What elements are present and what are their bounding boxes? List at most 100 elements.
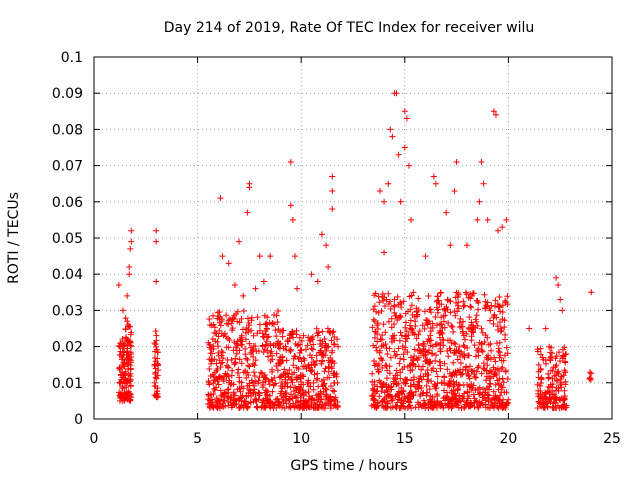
data-point <box>433 352 440 359</box>
data-point <box>397 314 404 321</box>
data-point <box>127 331 134 338</box>
data-point <box>455 299 462 306</box>
data-point <box>452 340 459 347</box>
data-point <box>434 293 441 300</box>
data-point <box>244 356 251 363</box>
data-point <box>377 355 384 362</box>
data-point <box>264 347 271 354</box>
data-point <box>229 367 236 374</box>
data-point <box>237 388 244 395</box>
data-point <box>388 315 395 322</box>
data-point <box>549 375 556 382</box>
data-point <box>473 374 480 381</box>
data-point <box>288 376 295 382</box>
data-point <box>460 298 467 305</box>
data-point <box>311 371 318 378</box>
data-point <box>465 294 472 301</box>
data-point <box>555 387 562 394</box>
data-point <box>462 336 469 343</box>
data-point <box>472 353 479 360</box>
data-point <box>447 309 454 316</box>
data-point <box>403 328 410 335</box>
data-point <box>246 322 253 329</box>
data-point <box>444 382 451 389</box>
data-point <box>245 400 252 407</box>
y-tick-label: 0.02 <box>52 340 83 356</box>
data-point <box>217 322 224 329</box>
data-point <box>247 387 254 394</box>
data-point <box>227 381 234 388</box>
data-point <box>534 405 541 412</box>
data-point <box>291 253 298 260</box>
data-point <box>482 298 489 305</box>
data-point <box>305 383 312 390</box>
data-point <box>586 375 593 382</box>
x-tick-label: 5 <box>193 431 202 447</box>
data-point <box>388 324 395 331</box>
data-point <box>385 300 392 307</box>
data-point <box>557 358 564 365</box>
data-point <box>422 400 429 407</box>
data-point <box>313 352 320 359</box>
data-point <box>381 198 388 205</box>
data-point <box>406 322 413 329</box>
data-point <box>473 312 480 319</box>
data-point <box>426 359 433 366</box>
data-point <box>306 393 313 400</box>
data-point <box>456 324 463 331</box>
data-point <box>266 403 273 410</box>
data-point <box>220 403 227 410</box>
data-point <box>476 402 483 409</box>
data-point <box>260 349 267 356</box>
data-point <box>417 347 424 354</box>
data-point <box>440 380 447 387</box>
data-point <box>398 389 405 396</box>
data-point <box>384 367 391 374</box>
data-point <box>208 396 215 403</box>
data-point <box>240 308 247 315</box>
data-point <box>120 349 127 356</box>
data-point <box>553 396 560 403</box>
data-point <box>216 327 223 334</box>
data-point <box>484 385 491 392</box>
data-point <box>253 398 260 405</box>
data-point <box>123 356 130 363</box>
data-point <box>397 355 404 362</box>
y-tick-label: 0.04 <box>52 267 83 283</box>
data-point <box>478 370 485 377</box>
data-point <box>402 319 409 326</box>
data-point <box>429 320 436 327</box>
data-point <box>432 180 439 187</box>
data-point <box>247 350 254 357</box>
data-point <box>254 403 261 410</box>
data-point <box>308 368 315 375</box>
data-point <box>391 332 398 339</box>
data-point <box>383 345 390 352</box>
data-point <box>218 360 225 367</box>
data-point <box>330 370 337 377</box>
data-point <box>245 362 252 369</box>
data-point <box>270 382 277 389</box>
data-point <box>395 151 402 158</box>
data-point <box>443 209 450 216</box>
data-point <box>153 394 160 401</box>
data-point <box>461 390 468 397</box>
data-point <box>219 253 226 260</box>
data-point <box>399 366 406 373</box>
data-point <box>502 298 509 305</box>
data-point <box>257 369 264 376</box>
data-point <box>279 333 286 340</box>
data-point <box>324 374 331 381</box>
data-point <box>448 339 455 346</box>
data-point <box>327 383 334 390</box>
data-point <box>445 396 452 403</box>
data-point <box>279 357 286 364</box>
x-tick-label: 0 <box>90 431 99 447</box>
data-point <box>453 350 460 357</box>
data-point <box>408 292 415 299</box>
y-axis-label: ROTI / TECUs <box>6 192 22 284</box>
data-point <box>562 358 569 365</box>
data-point <box>555 368 562 375</box>
data-point <box>391 348 398 355</box>
data-point <box>562 378 569 385</box>
